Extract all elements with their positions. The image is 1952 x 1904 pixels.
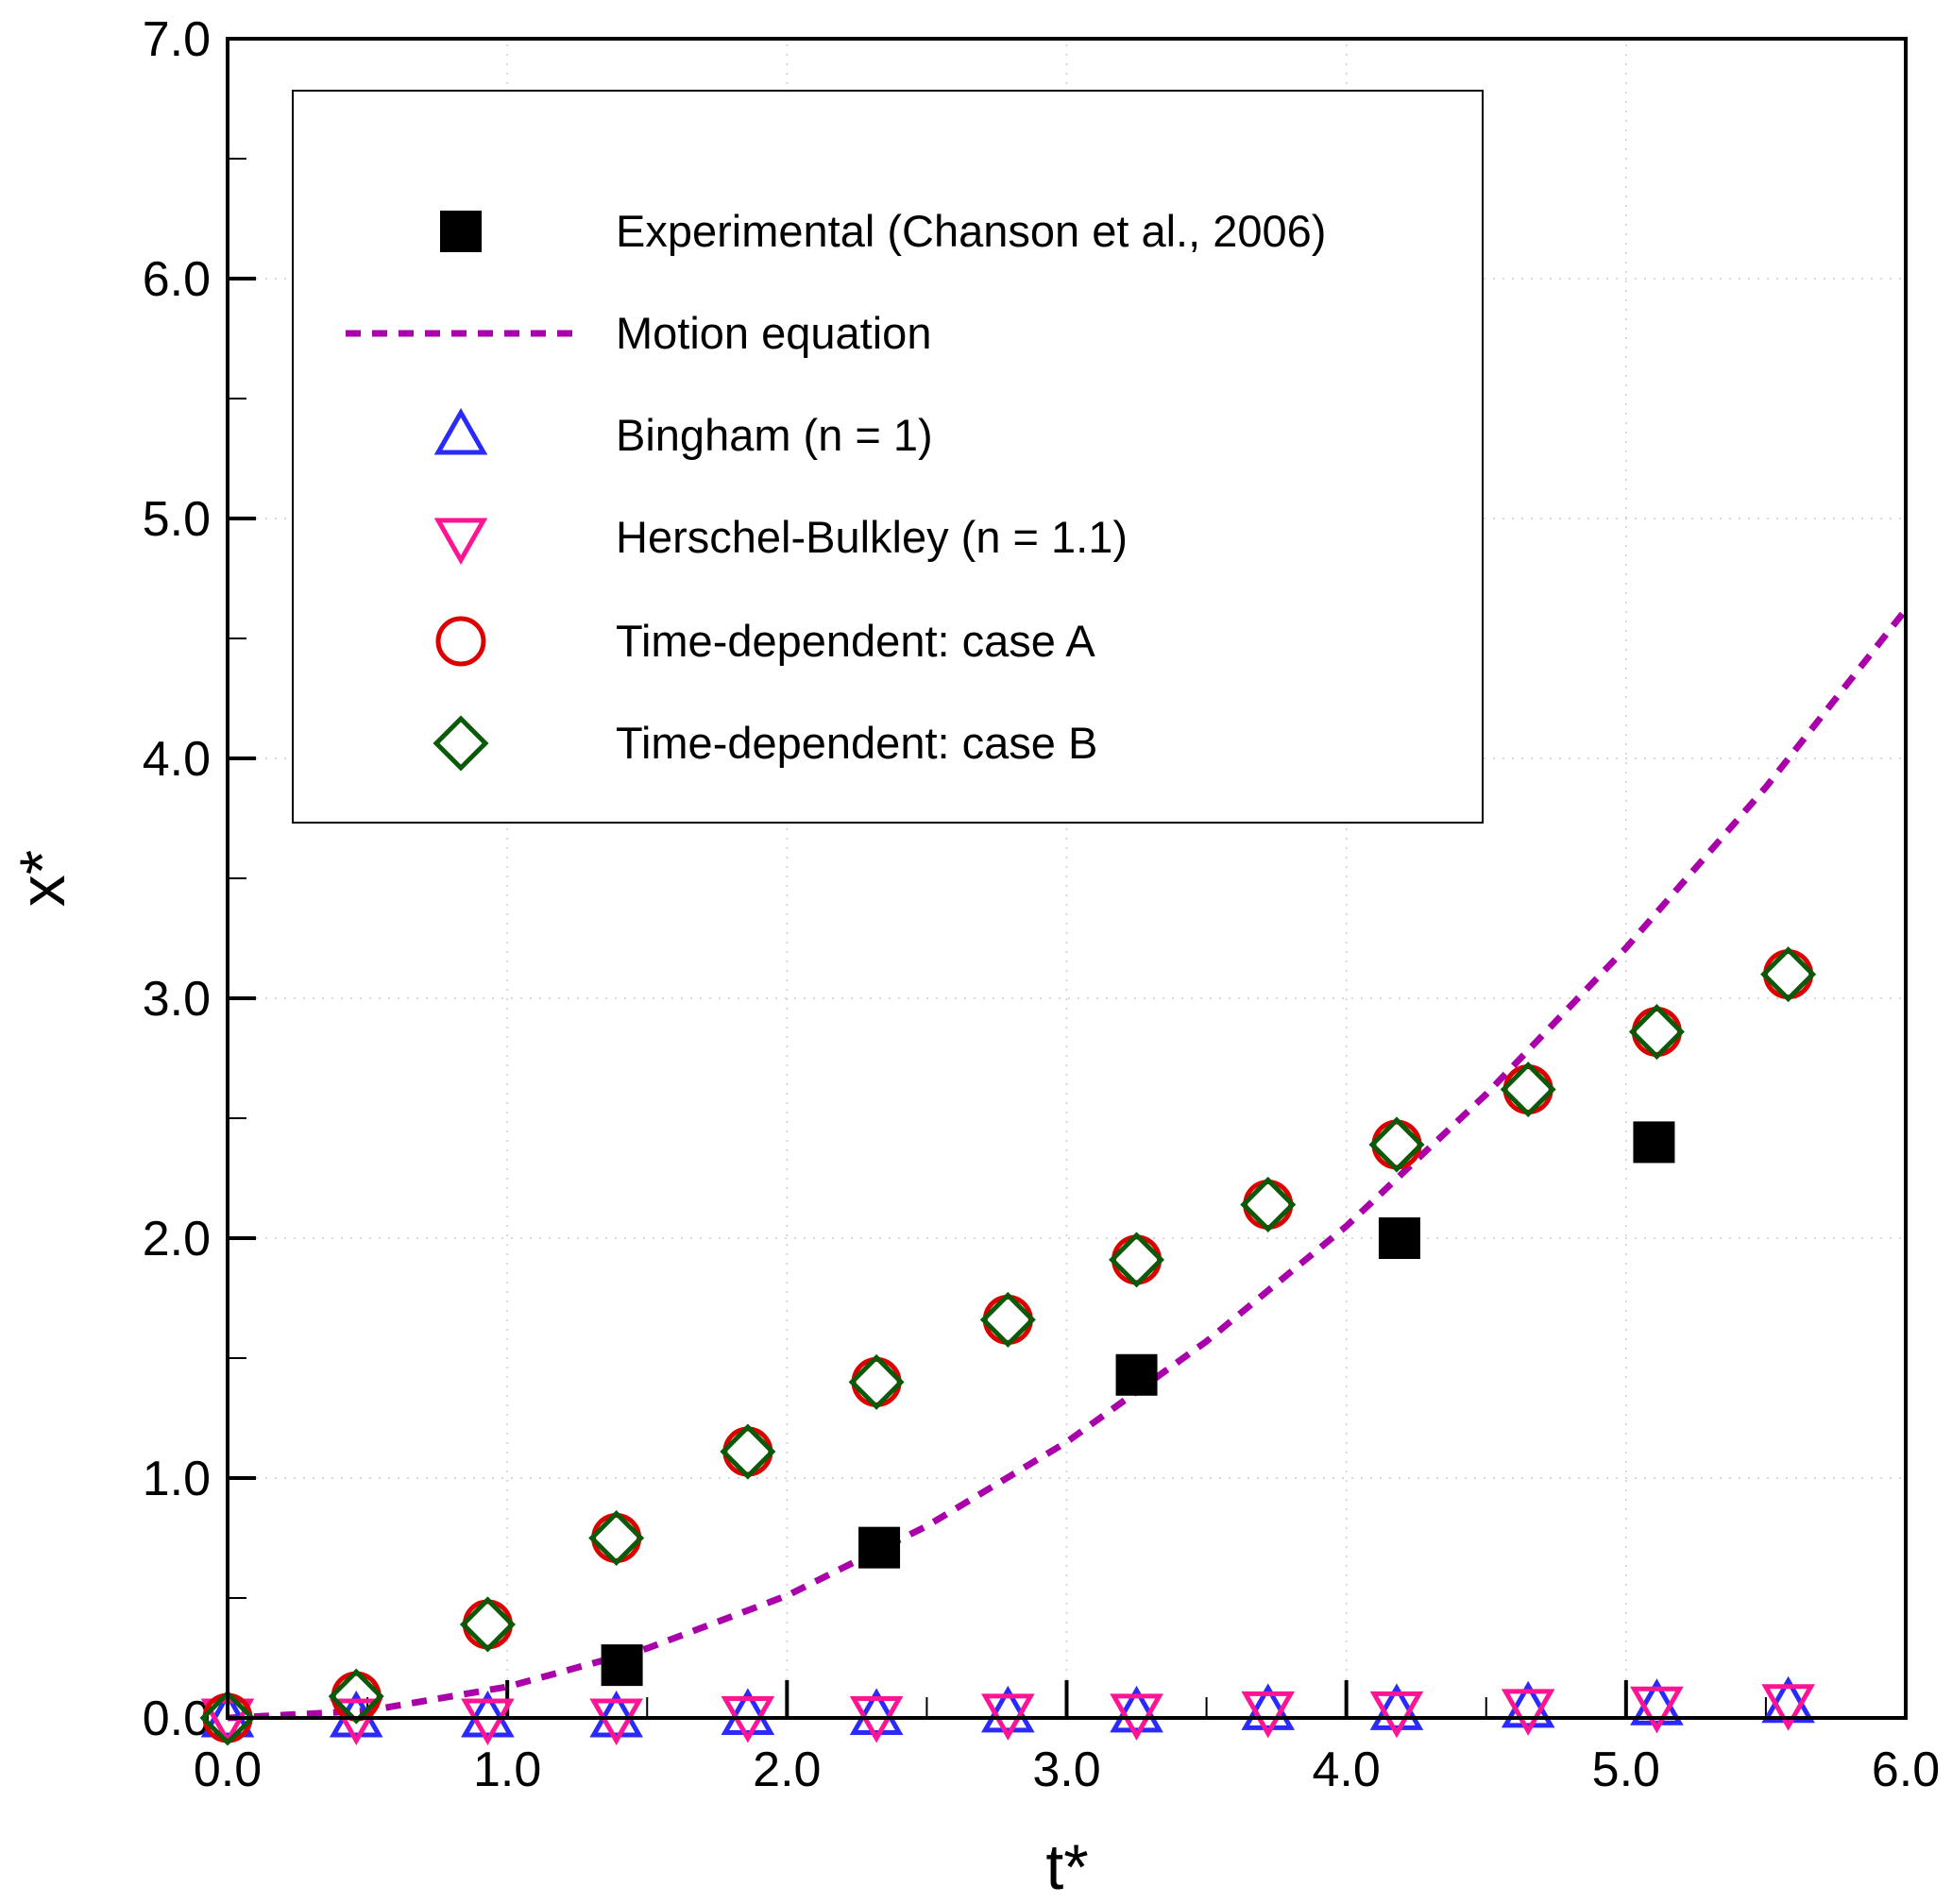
x-axis-label: t* bbox=[1045, 1831, 1088, 1903]
data-point-triangle-down bbox=[589, 1698, 643, 1746]
data-point-diamond bbox=[1628, 1004, 1685, 1061]
data-point-diamond bbox=[588, 1509, 645, 1567]
data-point-diamond bbox=[459, 1596, 516, 1653]
y-axis-label: x* bbox=[7, 850, 78, 907]
legend-label: Time-dependent: case A bbox=[616, 616, 1095, 666]
legend: Experimental (Chanson et al., 2006) Motio… bbox=[292, 90, 1484, 824]
data-point-diamond bbox=[979, 1291, 1036, 1348]
x-tick-label: 2.0 bbox=[753, 1742, 821, 1797]
motion-equation-curve bbox=[227, 607, 1909, 1722]
data-point-triangle-down bbox=[1369, 1691, 1424, 1739]
data-point-triangle-up bbox=[721, 1688, 775, 1735]
legend-marker-icon bbox=[433, 715, 489, 772]
y-tick-label: 0.0 bbox=[143, 1692, 211, 1746]
data-point-diamond bbox=[720, 1423, 776, 1480]
data-point-circle bbox=[851, 1356, 902, 1407]
legend-label: Time-dependent: case B bbox=[616, 718, 1097, 768]
data-point-filled-square bbox=[1633, 1121, 1675, 1164]
x-tick-label: 5.0 bbox=[1592, 1742, 1660, 1797]
data-point-circle bbox=[1763, 949, 1814, 1000]
y-tick-label: 7.0 bbox=[143, 12, 211, 67]
legend-label: Herschel-Bulkley (n = 1.1) bbox=[616, 512, 1128, 562]
y-tick-label: 3.0 bbox=[143, 972, 211, 1027]
data-point-diamond bbox=[328, 1668, 384, 1725]
data-point-filled-square bbox=[858, 1526, 901, 1569]
data-point-triangle-down bbox=[980, 1693, 1035, 1741]
legend-marker-icon bbox=[433, 518, 488, 566]
x-tick-label: 1.0 bbox=[473, 1742, 541, 1797]
data-point-filled-square bbox=[1115, 1353, 1158, 1396]
plot-frame bbox=[226, 37, 1908, 1720]
data-point-diamond bbox=[199, 1690, 256, 1746]
y-tick-label: 4.0 bbox=[143, 732, 211, 787]
data-point-circle bbox=[1371, 1119, 1422, 1170]
data-point-triangle-down bbox=[1761, 1684, 1815, 1731]
data-point-circle bbox=[1112, 1234, 1163, 1285]
data-point-triangle-up bbox=[1630, 1678, 1684, 1726]
y-tick-label: 1.0 bbox=[143, 1452, 211, 1506]
data-point-triangle-up bbox=[849, 1688, 904, 1735]
data-point-diamond bbox=[848, 1353, 905, 1410]
y-tick-label: 5.0 bbox=[143, 492, 211, 547]
legend-label: Motion equation bbox=[616, 308, 931, 358]
data-point-triangle-up bbox=[200, 1690, 255, 1738]
data-point-circle bbox=[1243, 1179, 1294, 1230]
y-tick-label: 2.0 bbox=[143, 1212, 211, 1266]
marks bbox=[199, 946, 1817, 1746]
data-point-filled-square bbox=[1378, 1217, 1420, 1259]
data-point-triangle-down bbox=[1110, 1693, 1163, 1741]
data-point-triangle-up bbox=[461, 1690, 515, 1738]
y-tick-label: 6.0 bbox=[143, 252, 211, 307]
x-tick-label: 0.0 bbox=[194, 1742, 262, 1797]
data-point-triangle-up bbox=[1241, 1683, 1296, 1730]
legend-label: Experimental (Chanson et al., 2006) bbox=[616, 206, 1326, 256]
data-point-triangle-up bbox=[1761, 1675, 1815, 1724]
ticks: 0.0 1.0 2.0 3.0 4.0 5.0 6.0 7.0 0.0 1.0 2.0 3.0 4.0 5… bbox=[143, 12, 1940, 1797]
data-point-triangle-up bbox=[1501, 1680, 1555, 1728]
data-point-triangle-up bbox=[1369, 1683, 1424, 1730]
data-point-triangle-up bbox=[589, 1690, 643, 1738]
data-point-filled-square bbox=[601, 1644, 643, 1687]
legend-marker-icon bbox=[440, 211, 482, 252]
curves bbox=[227, 607, 1909, 1722]
data-point-circle bbox=[1502, 1064, 1553, 1115]
legend-box bbox=[292, 90, 1484, 824]
data-point-triangle-down bbox=[1501, 1689, 1555, 1736]
data-point-diamond bbox=[1500, 1061, 1556, 1118]
legend-label: Bingham (n = 1) bbox=[616, 410, 933, 460]
data-point-diamond bbox=[1760, 946, 1817, 1003]
data-point-triangle-down bbox=[461, 1698, 515, 1746]
data-point-triangle-down bbox=[329, 1698, 383, 1746]
legend-marker-icon bbox=[433, 407, 488, 455]
data-point-circle bbox=[462, 1599, 513, 1650]
data-point-circle bbox=[982, 1294, 1033, 1345]
data-point-circle bbox=[591, 1513, 642, 1563]
data-point-diamond bbox=[1368, 1116, 1425, 1173]
data-point-triangle-up bbox=[980, 1685, 1035, 1733]
x-tick-label: 4.0 bbox=[1313, 1742, 1381, 1797]
data-point-circle bbox=[722, 1426, 773, 1477]
data-point-diamond bbox=[1109, 1232, 1165, 1288]
x-tick-label: 6.0 bbox=[1872, 1742, 1940, 1797]
data-point-circle bbox=[1631, 1007, 1682, 1058]
data-point-triangle-down bbox=[1241, 1691, 1296, 1739]
legend-marker-icon bbox=[435, 616, 486, 667]
data-point-triangle-down bbox=[1630, 1686, 1684, 1734]
x-tick-label: 3.0 bbox=[1032, 1742, 1100, 1797]
data-point-triangle-up bbox=[1110, 1685, 1163, 1733]
data-point-diamond bbox=[1240, 1176, 1297, 1232]
